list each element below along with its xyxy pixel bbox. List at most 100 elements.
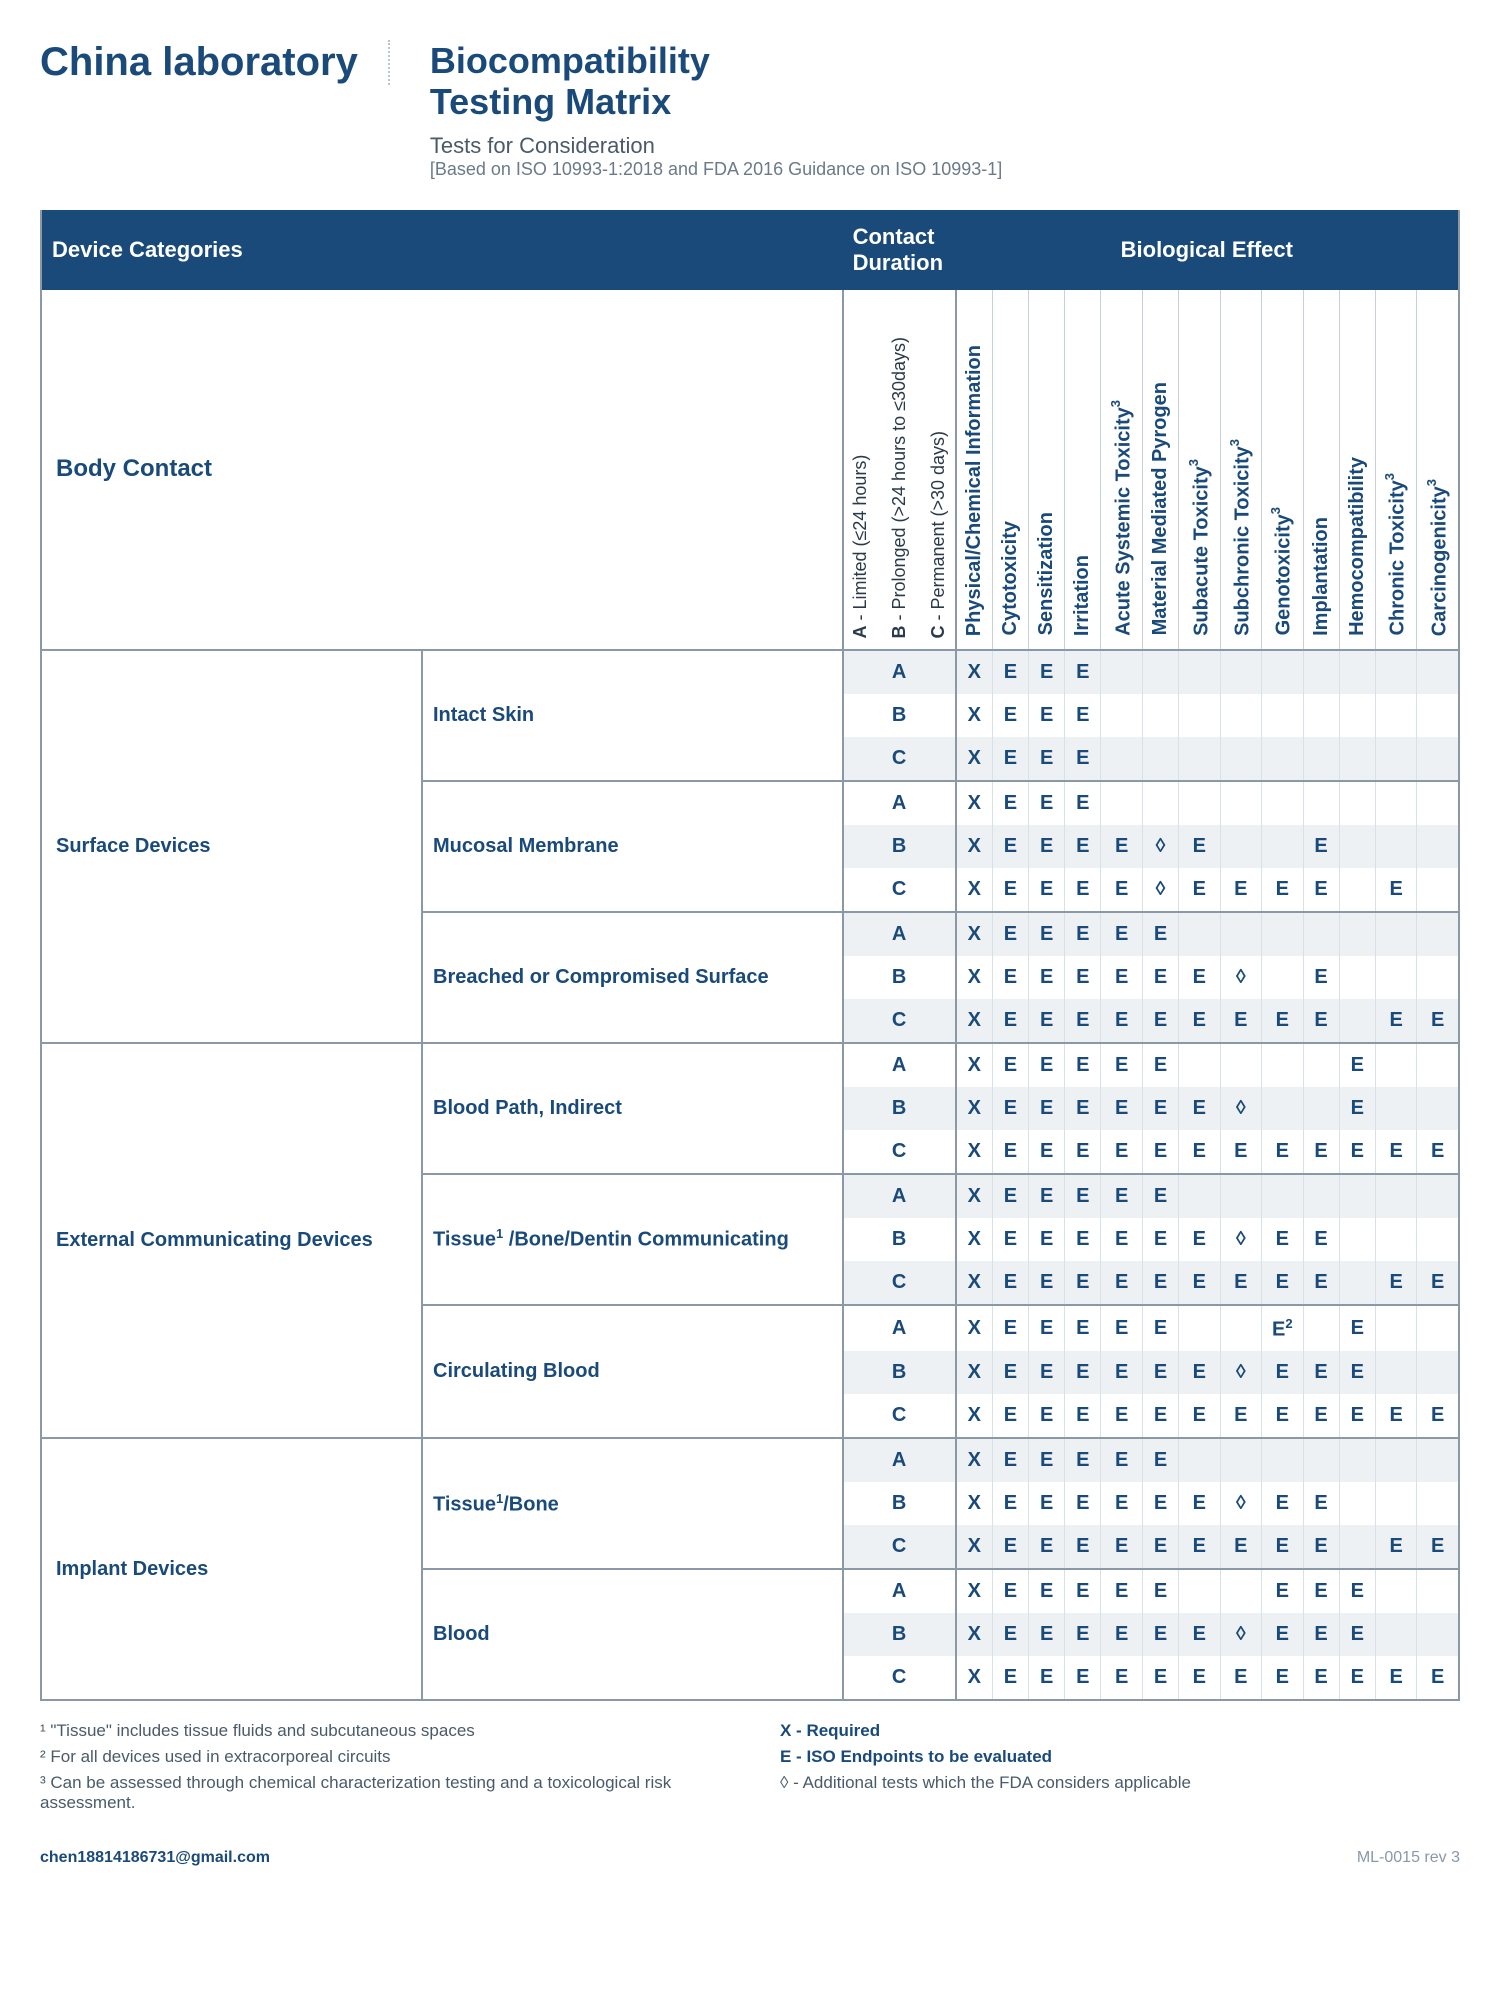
value-cell: [1375, 1351, 1416, 1394]
duration-cell: B: [843, 694, 956, 737]
value-cell: E: [1029, 650, 1065, 694]
subcategory-cell: Tissue1 /Bone/Dentin Communicating: [422, 1174, 843, 1305]
value-cell: E: [1065, 825, 1101, 868]
table-row: External Communicating DevicesBlood Path…: [41, 1043, 1459, 1087]
value-cell: [1220, 781, 1261, 825]
value-cell: [1101, 737, 1142, 781]
value-cell: E: [1065, 1656, 1101, 1700]
value-cell: [1303, 1043, 1339, 1087]
value-cell: E: [1220, 1130, 1261, 1174]
value-cell: E: [1142, 1087, 1178, 1130]
value-cell: E: [992, 1482, 1028, 1525]
value-cell: X: [956, 1656, 993, 1700]
value-cell: E: [1101, 1656, 1142, 1700]
value-cell: E: [1101, 1613, 1142, 1656]
page-header: China laboratory Biocompatibility Testin…: [40, 40, 1460, 180]
value-cell: E: [1029, 781, 1065, 825]
effect-col-8: Genotoxicity3: [1262, 290, 1303, 650]
value-cell: [1375, 1174, 1416, 1218]
value-cell: E: [1303, 956, 1339, 999]
value-cell: E: [1339, 1043, 1375, 1087]
value-cell: E: [992, 694, 1028, 737]
value-cell: [1262, 1174, 1303, 1218]
value-cell: E: [1375, 1130, 1416, 1174]
value-cell: X: [956, 1261, 993, 1305]
category-cell: External Communicating Devices: [41, 1043, 422, 1439]
value-cell: [1339, 1174, 1375, 1218]
value-cell: E: [1262, 1569, 1303, 1613]
effect-col-9: Implantation: [1303, 290, 1339, 650]
duration-cell: C: [843, 1261, 956, 1305]
value-cell: [1417, 1351, 1459, 1394]
duration-cell: A: [843, 650, 956, 694]
value-cell: E: [1065, 1174, 1101, 1218]
value-cell: [1417, 1569, 1459, 1613]
duration-cell: A: [843, 1174, 956, 1218]
value-cell: E: [1101, 1482, 1142, 1525]
value-cell: E: [1220, 868, 1261, 912]
value-cell: E: [1142, 1438, 1178, 1482]
column-header-row: Body Contact A - A - Limited (≤24 hours)…: [41, 290, 1459, 650]
value-cell: E: [1179, 1656, 1220, 1700]
value-cell: E: [992, 1438, 1028, 1482]
value-cell: E: [1339, 1305, 1375, 1352]
value-cell: E: [1262, 1613, 1303, 1656]
value-cell: E: [1142, 1525, 1178, 1569]
value-cell: [1417, 1087, 1459, 1130]
page-footer: chen18814186731@gmail.com ML-0015 rev 3: [40, 1849, 1460, 1867]
value-cell: E: [992, 1261, 1028, 1305]
value-cell: E: [1065, 868, 1101, 912]
duration-cell: C: [843, 1130, 956, 1174]
value-cell: [1339, 868, 1375, 912]
value-cell: E: [992, 912, 1028, 956]
value-cell: [1303, 781, 1339, 825]
value-cell: E: [1179, 1130, 1220, 1174]
value-cell: E: [1029, 1043, 1065, 1087]
value-cell: E: [1339, 1613, 1375, 1656]
value-cell: E: [1339, 1394, 1375, 1438]
value-cell: E: [992, 1569, 1028, 1613]
duration-cell: B: [843, 1218, 956, 1261]
value-cell: E: [992, 781, 1028, 825]
value-cell: [1220, 737, 1261, 781]
value-cell: E: [1417, 1394, 1459, 1438]
value-cell: E: [1029, 1394, 1065, 1438]
value-cell: [1417, 1174, 1459, 1218]
value-cell: E: [1029, 1087, 1065, 1130]
value-cell: [1303, 737, 1339, 781]
title-line-1: Biocompatibility: [430, 40, 710, 81]
value-cell: E: [1179, 1525, 1220, 1569]
value-cell: E: [1029, 1569, 1065, 1613]
value-cell: [1303, 694, 1339, 737]
value-cell: E: [1142, 1043, 1178, 1087]
value-cell: E: [1029, 1174, 1065, 1218]
duration-cell: A: [843, 1569, 956, 1613]
value-cell: X: [956, 737, 993, 781]
value-cell: E: [1029, 1351, 1065, 1394]
value-cell: E: [1142, 1394, 1178, 1438]
duration-cell: B: [843, 1087, 956, 1130]
value-cell: E: [1029, 1218, 1065, 1261]
value-cell: [1220, 694, 1261, 737]
value-cell: E: [1179, 1394, 1220, 1438]
value-cell: [1417, 694, 1459, 737]
value-cell: E: [1029, 1482, 1065, 1525]
title-line-2: Testing Matrix: [430, 81, 671, 122]
value-cell: E: [1303, 1394, 1339, 1438]
effect-col-10: Hemocompatibility: [1339, 290, 1375, 650]
body-contact-label: Body Contact: [41, 290, 843, 650]
value-cell: E: [1142, 1174, 1178, 1218]
value-cell: [1417, 1613, 1459, 1656]
value-cell: E: [1417, 1656, 1459, 1700]
value-cell: [1220, 912, 1261, 956]
value-cell: [1339, 1261, 1375, 1305]
value-cell: E: [1101, 1174, 1142, 1218]
value-cell: X: [956, 1351, 993, 1394]
value-cell: E: [1142, 956, 1178, 999]
value-cell: ◊: [1220, 1613, 1261, 1656]
value-cell: E: [1029, 956, 1065, 999]
value-cell: [1303, 1087, 1339, 1130]
value-cell: X: [956, 912, 993, 956]
value-cell: E: [1101, 956, 1142, 999]
value-cell: E: [1179, 1351, 1220, 1394]
